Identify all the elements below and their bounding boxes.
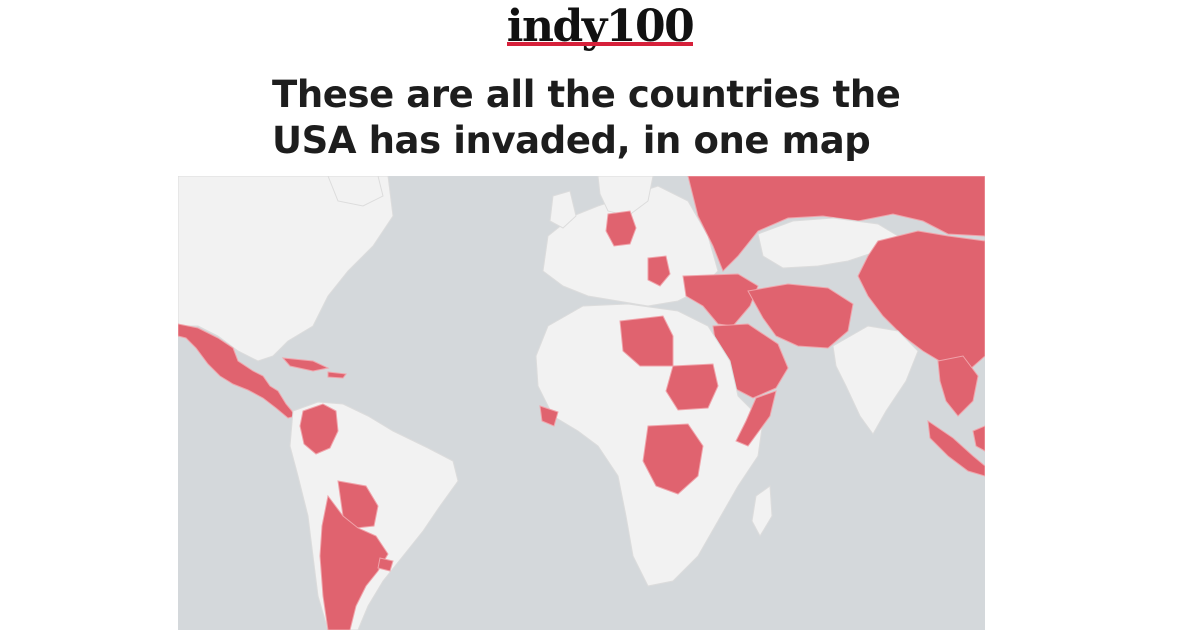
headline-line-2: USA has invaded, in one map <box>272 119 871 162</box>
germany <box>605 210 637 247</box>
iran-afghanistan-pakistan <box>747 283 854 349</box>
logo-wordmark: indy100 <box>506 1 695 52</box>
colombia <box>299 403 339 455</box>
logo-underline <box>506 42 694 46</box>
liberia <box>539 405 559 427</box>
arctic-islands <box>327 176 384 207</box>
dr-congo <box>642 423 704 495</box>
caribbean-islands <box>281 357 330 372</box>
caribbean-east <box>327 371 347 379</box>
china <box>857 230 985 372</box>
headline-line-1: These are all the countries the <box>272 73 901 116</box>
british-isles <box>549 190 577 229</box>
headline: These are all the countries the USA has … <box>272 72 932 164</box>
map-svg <box>178 176 985 630</box>
russia <box>687 176 985 272</box>
indochina <box>937 355 979 417</box>
brand-logo[interactable]: indy100 <box>0 2 1200 52</box>
madagascar <box>751 485 773 538</box>
turkey-syria-iraq <box>682 273 759 327</box>
sudan <box>665 363 719 411</box>
uruguay <box>377 557 394 572</box>
world-map <box>178 176 985 630</box>
india <box>832 325 919 435</box>
chile-argentina <box>319 494 389 630</box>
somalia <box>735 390 777 447</box>
north-america <box>178 176 394 362</box>
philippines <box>972 425 985 452</box>
balkans <box>647 255 671 287</box>
indonesia-philippines <box>927 419 985 477</box>
